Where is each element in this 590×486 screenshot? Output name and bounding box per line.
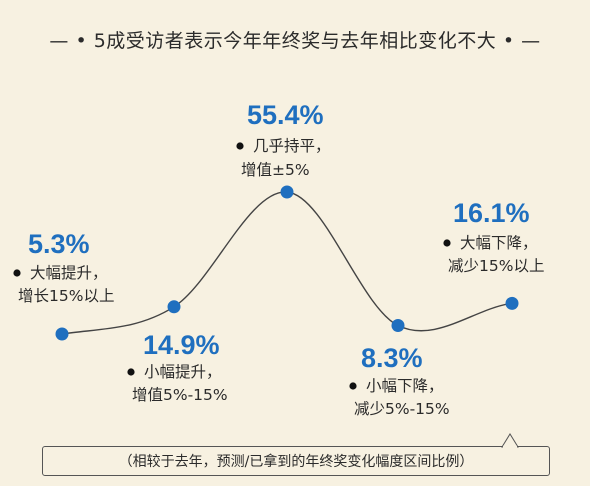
- series-line: [61, 191, 513, 335]
- data-label-desc: 大幅下降，: [460, 234, 538, 252]
- data-label-desc: 增值5%-15%: [132, 386, 228, 404]
- data-label-desc: 减少15%以上: [448, 257, 544, 275]
- data-label-value: 14.9%: [143, 330, 220, 360]
- bullet-icon: [236, 142, 244, 150]
- note-text: （相较于去年，预测/已拿到的年终奖变化幅度区间比例）: [118, 454, 474, 470]
- bullet-icon: [349, 382, 357, 390]
- data-label-desc: 增值±5%: [241, 161, 310, 179]
- bullet-icon: [13, 269, 21, 277]
- data-label-value: 8.3%: [361, 343, 423, 373]
- data-label-value: 55.4%: [247, 100, 324, 130]
- data-label-value: 16.1%: [453, 198, 530, 228]
- data-label-desc: 增长15%以上: [18, 287, 114, 305]
- data-point-group: 55.4% 几乎持平， 增值±5%: [236, 100, 331, 199]
- data-point: [391, 318, 405, 332]
- data-label-desc: 大幅提升，: [30, 264, 108, 282]
- data-point-group: 16.1% 大幅下降， 减少15%以上: [443, 198, 544, 310]
- chart-title: — • 5成受访者表示今年年终奖与去年相比变化不大 • —: [49, 30, 541, 52]
- data-point: [280, 185, 294, 199]
- data-point-group: 14.9% 小幅提升， 增值5%-15%: [127, 300, 228, 404]
- data-point: [55, 327, 69, 341]
- bullet-icon: [127, 368, 135, 376]
- data-label-desc: 减少5%-15%: [354, 400, 450, 418]
- data-label-desc: 小幅下降，: [366, 377, 444, 395]
- data-point: [505, 296, 519, 310]
- note-box: （相较于去年，预测/已拿到的年终奖变化幅度区间比例）: [42, 446, 550, 476]
- data-label-desc: 小幅提升，: [144, 363, 222, 381]
- data-label-desc: 几乎持平，: [253, 137, 331, 155]
- bullet-icon: [443, 239, 451, 247]
- data-point-group: 5.3% 大幅提升， 增长15%以上: [13, 229, 114, 341]
- data-point: [167, 300, 181, 314]
- data-label-value: 5.3%: [28, 229, 90, 259]
- data-point-group: 8.3% 小幅下降， 减少5%-15%: [349, 318, 450, 418]
